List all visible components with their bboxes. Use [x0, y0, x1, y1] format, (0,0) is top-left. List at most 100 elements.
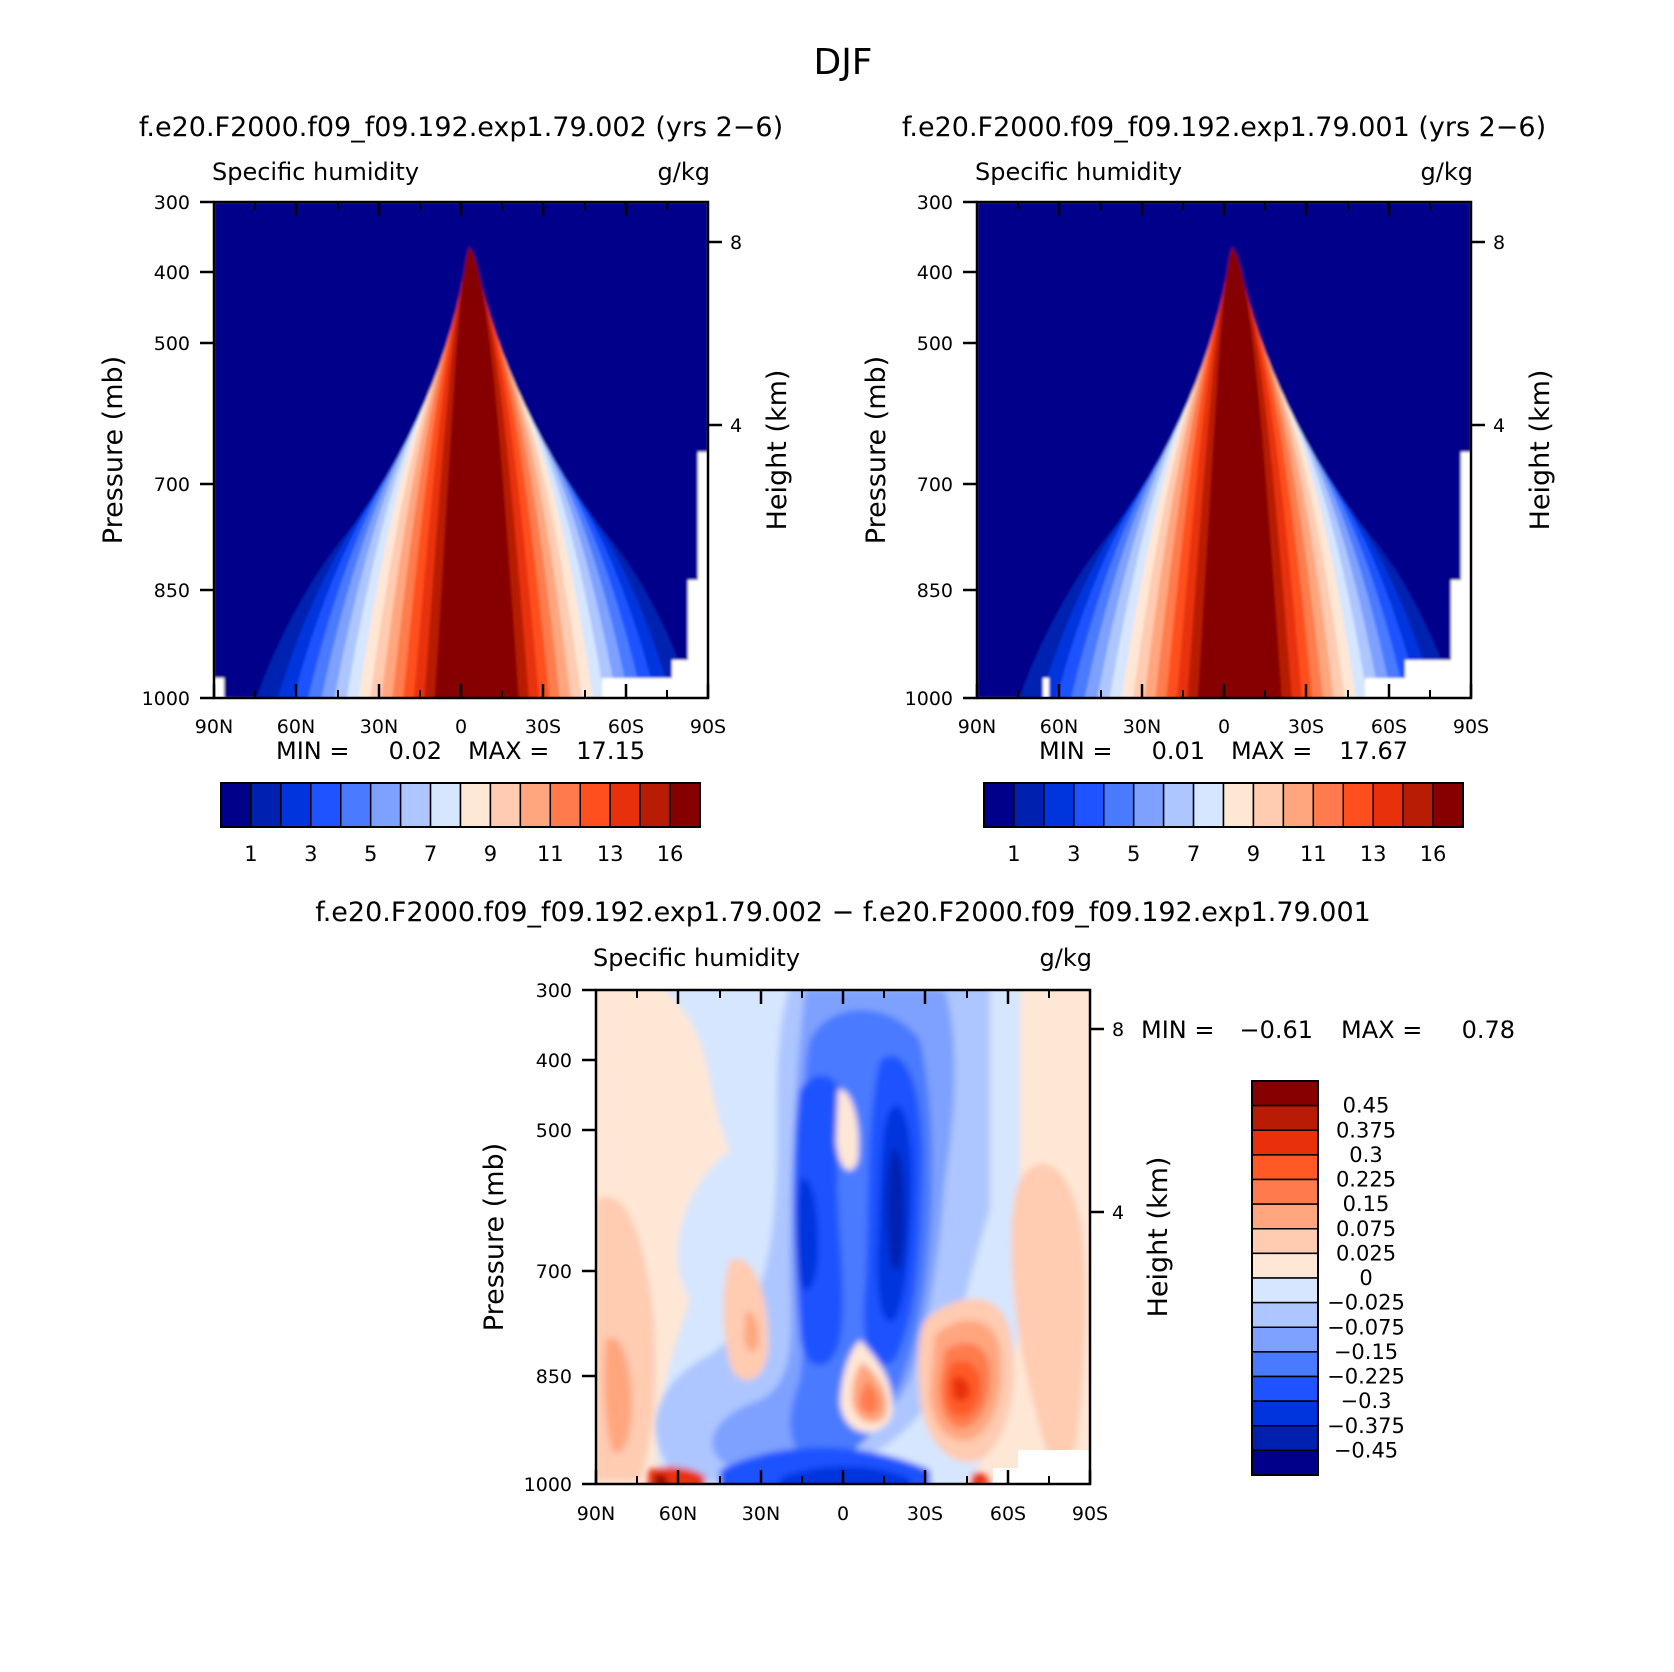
colorbar-box — [1251, 1252, 1319, 1279]
colorbar-label: 0.3 — [1349, 1143, 1382, 1167]
colorbar-label: 16 — [657, 842, 684, 866]
colorbar-box — [1251, 1425, 1319, 1452]
colorbar-box — [1251, 1129, 1319, 1156]
max-label: MAX = — [468, 737, 549, 765]
min-value: 0.02 — [389, 737, 442, 765]
min-label: MIN = — [1039, 737, 1112, 765]
colorbar-box — [1312, 782, 1344, 828]
colorbar-box — [669, 782, 701, 828]
panel-1-y2label: Height (km) — [762, 370, 793, 531]
panel-1-frame — [200, 200, 722, 700]
colorbar-label: 16 — [1420, 842, 1447, 866]
y-tick-label: 700 — [154, 474, 190, 496]
colorbar-box — [1162, 782, 1195, 828]
y-tick-label: 1000 — [524, 1474, 572, 1496]
x-tick-label: 90S — [1453, 716, 1489, 738]
x-tick-label: 0 — [455, 716, 467, 738]
colorbar-box — [1192, 782, 1225, 828]
panel-3-x-tick-labels: 90N 60N 30N 0 30S 60S 90S — [577, 1503, 1108, 1525]
x-tick-label: 90S — [1072, 1503, 1108, 1525]
x-tick-label: 90N — [577, 1503, 615, 1525]
colorbar-box — [1251, 1178, 1319, 1205]
y-tick-label: 300 — [536, 980, 572, 1002]
panel-3-y2label: Height (km) — [1143, 1157, 1174, 1318]
colorbar-box — [220, 782, 252, 828]
colorbar-box — [1402, 782, 1434, 828]
panel-3-band-positive — [970, 1472, 990, 1484]
panel-3-minmax: MIN = −0.61 MAX = 0.78 — [1141, 1016, 1515, 1044]
colorbar-label: 3 — [304, 842, 317, 866]
colorbar-box — [369, 782, 402, 828]
y-tick-label: 850 — [154, 580, 190, 602]
colorbar-label: −0.45 — [1334, 1438, 1398, 1462]
panel-2-missing-data — [1405, 660, 1471, 680]
panel-2-ylabel: Pressure (mb) — [861, 356, 892, 544]
colorbar-box — [1013, 782, 1045, 828]
figure-title: DJF — [813, 42, 872, 83]
colorbar-box — [1282, 782, 1315, 828]
x-tick-label: 90N — [958, 716, 996, 738]
y2-tick-label: 4 — [1112, 1202, 1124, 1224]
panel-1-title: f.e20.F2000.f09_f09.192.exp1.79.002 (yrs… — [139, 112, 783, 143]
colorbar-frame — [220, 782, 701, 828]
panel-3-title: f.e20.F2000.f09_f09.192.exp1.79.002 − f.… — [315, 897, 1371, 928]
colorbar-box — [1252, 782, 1285, 828]
colorbar-box — [1251, 1228, 1319, 1255]
colorbar-box — [340, 782, 372, 828]
colorbar-box — [519, 782, 552, 828]
panel-2-y2label: Height (km) — [1525, 370, 1556, 531]
panel-1-missing-data — [688, 580, 708, 662]
colorbar-label: 0.45 — [1343, 1094, 1390, 1118]
panel-3-y-tick-labels: 300 400 500 700 850 1000 8 4 — [524, 980, 1124, 1496]
colorbar-label: 11 — [1300, 842, 1327, 866]
x-tick-label: 90N — [195, 716, 233, 738]
y-tick-label: 700 — [917, 474, 953, 496]
colorbar-label: 0.15 — [1343, 1192, 1390, 1216]
panel-1-missing-data — [672, 660, 708, 680]
panel-1-missing-data — [602, 678, 708, 698]
colorbar-label: −0.075 — [1327, 1315, 1405, 1339]
panel-2: f.e20.F2000.f09_f09.192.exp1.79.001 (yrs… — [861, 112, 1556, 866]
colorbar-box — [1251, 1154, 1319, 1181]
x-tick-label: 30S — [525, 716, 561, 738]
max-label: MAX = — [1341, 1016, 1422, 1044]
panel-2-major-ticks — [963, 200, 1485, 700]
colorbar-box — [1251, 1326, 1319, 1353]
colorbar-box — [1251, 1351, 1319, 1378]
panel-3-band-positive — [744, 1311, 759, 1352]
colorbar-label: 1 — [1007, 842, 1020, 866]
y2-tick-label: 8 — [1112, 1019, 1124, 1041]
y-tick-label: 500 — [917, 333, 953, 355]
colorbar-box — [1251, 1104, 1319, 1131]
x-tick-label: 30N — [1123, 716, 1161, 738]
panel-1: f.e20.F2000.f09_f09.192.exp1.79.002 (yrs… — [98, 112, 793, 866]
panel-3-right-string: g/kg — [1040, 944, 1092, 972]
panel-3-band-positive — [836, 1089, 859, 1171]
panel-1-major-ticks — [200, 200, 722, 700]
colorbar-box — [1222, 782, 1255, 828]
y-tick-label: 300 — [154, 192, 190, 214]
y-tick-label: 400 — [917, 262, 953, 284]
colorbar-label: −0.225 — [1327, 1365, 1405, 1389]
contour-band — [434, 247, 519, 698]
colorbar-box — [310, 782, 342, 828]
colorbar-label: 0.225 — [1336, 1168, 1396, 1192]
max-value: 17.15 — [576, 737, 645, 765]
panel-1-x-tick-labels: 90N 60N 30N 0 30S 60S 90S — [195, 716, 726, 738]
panel-3-band-negative — [794, 1075, 843, 1366]
x-tick-label: 30S — [907, 1503, 943, 1525]
colorbar-label: 13 — [1360, 842, 1387, 866]
colorbar-box — [1251, 1277, 1319, 1304]
colorbar-label: −0.3 — [1341, 1389, 1392, 1413]
panel-2-frame — [963, 200, 1485, 700]
colorbar-box — [1342, 782, 1374, 828]
colorbar-frame — [1251, 1080, 1319, 1476]
x-tick-label: 60N — [1040, 716, 1078, 738]
panel-3-band-negative — [796, 1178, 819, 1291]
panel-3-band-negative — [887, 1148, 905, 1271]
colorbar-box — [983, 782, 1015, 828]
x-tick-label: 60N — [659, 1503, 697, 1525]
panel-1-left-string: Specific humidity — [212, 158, 419, 186]
y-tick-label: 1000 — [142, 688, 190, 710]
